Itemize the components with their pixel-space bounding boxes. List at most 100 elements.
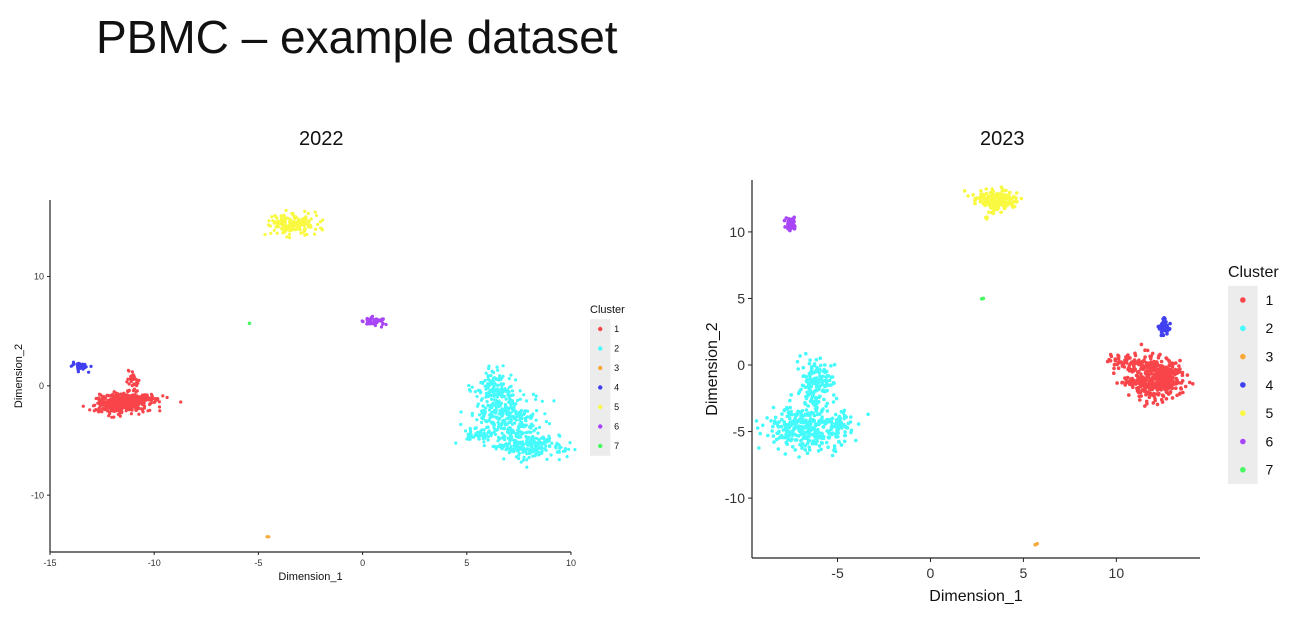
cluster-1-point <box>1108 359 1113 363</box>
cluster-1-point <box>116 392 120 396</box>
cluster-5-point <box>283 223 287 227</box>
cluster-2-point <box>528 424 532 429</box>
cluster-2-point <box>797 410 802 414</box>
cluster-5-point <box>296 224 300 228</box>
cluster-1-point <box>161 394 165 398</box>
cluster-2-point <box>811 439 816 443</box>
cluster-2-point <box>807 448 812 452</box>
cluster-2-point <box>795 359 800 364</box>
cluster-2-point <box>821 425 826 429</box>
cluster-2-point <box>813 429 818 433</box>
cluster-1-point <box>126 368 130 372</box>
legend-label-2: 2 <box>614 344 619 354</box>
cluster-2-point <box>754 419 759 423</box>
cluster-2-point <box>815 384 820 389</box>
cluster-2-point <box>519 408 524 413</box>
cluster-5-point <box>273 214 277 218</box>
cluster-1-point <box>126 396 130 400</box>
cluster-1-point <box>109 407 113 411</box>
x-tick-label: -5 <box>831 565 844 581</box>
cluster-2-point <box>800 409 805 413</box>
cluster-2-point <box>537 440 541 444</box>
legend-title: Cluster <box>1228 264 1279 281</box>
cluster-1-point <box>1171 379 1175 383</box>
cluster-2-point <box>567 447 571 451</box>
cluster-2-point <box>459 422 463 427</box>
cluster-1-point <box>1155 402 1160 407</box>
cluster-2-point <box>489 432 493 436</box>
legend-swatch-7 <box>1240 467 1246 473</box>
cluster-2-point <box>485 384 489 388</box>
cluster-1-point <box>1148 386 1152 391</box>
cluster-4-point <box>76 363 80 367</box>
cluster-5-point <box>974 196 979 200</box>
cluster-2-point <box>544 444 548 448</box>
cluster-2-point <box>500 383 504 388</box>
cluster-1-point <box>127 399 131 403</box>
cluster-2-point <box>798 442 802 447</box>
cluster-1-point <box>150 398 154 402</box>
cluster-1-point <box>1156 387 1160 392</box>
cluster-5-point <box>275 231 279 235</box>
cluster-2-point <box>520 432 524 436</box>
y-tick-label: -10 <box>31 490 44 500</box>
cluster-1-point <box>1116 366 1121 371</box>
cluster-1-point <box>1155 377 1160 381</box>
cluster-2-point <box>486 431 490 435</box>
cluster-2-point <box>755 426 760 430</box>
cluster-2-point <box>533 440 537 444</box>
cluster-2-point <box>843 430 847 434</box>
cluster-2-point <box>477 437 481 441</box>
cluster-2-point <box>512 415 517 420</box>
cluster-2-point <box>499 426 503 430</box>
cluster-2-point <box>507 377 511 381</box>
cluster-2-point <box>481 417 485 421</box>
cluster-2-point <box>520 413 524 417</box>
cluster-5-point <box>272 221 276 225</box>
cluster-2-point <box>529 416 534 420</box>
cluster-1-point <box>129 380 133 384</box>
cluster-5-point <box>289 218 293 222</box>
cluster-5-point <box>983 197 987 202</box>
cluster-2-point <box>469 435 473 439</box>
cluster-2-point <box>776 431 780 436</box>
cluster-1-point <box>1133 367 1138 372</box>
cluster-1-point <box>1126 353 1130 357</box>
cluster-2-point <box>522 455 526 459</box>
cluster-2-point <box>801 365 806 370</box>
cluster-2-point <box>495 389 499 393</box>
cluster-2-point <box>534 442 538 446</box>
cluster-2-point <box>531 454 535 458</box>
legend-swatch-2 <box>598 346 603 351</box>
cluster-2-point <box>797 455 801 459</box>
slide-title: PBMC – example dataset <box>96 11 618 63</box>
cluster-4-point <box>1163 317 1167 321</box>
cluster-5-point <box>983 203 987 208</box>
cluster-2-point <box>816 421 820 426</box>
cluster-5-point <box>999 185 1004 189</box>
cluster-2-point <box>766 433 770 438</box>
cluster-2-point <box>500 408 504 413</box>
cluster-2-point <box>545 457 549 461</box>
cluster-2-point <box>495 387 500 391</box>
cluster-2-point <box>782 420 787 424</box>
cluster-2-point <box>773 419 777 423</box>
y-axis-label: Dimension_2 <box>704 322 721 415</box>
cluster-2-point <box>511 401 515 405</box>
cluster-2-point <box>503 409 507 413</box>
cluster-5-point <box>299 231 303 235</box>
cluster-2-point <box>761 423 765 428</box>
cluster-2-point <box>499 401 504 405</box>
cluster-1-point <box>1135 373 1140 378</box>
cluster-2-point <box>545 437 549 441</box>
cluster-1-point <box>1171 362 1176 366</box>
cluster-1-point <box>1151 401 1156 405</box>
cluster-1-point <box>1115 381 1119 385</box>
cluster-1-point <box>1160 400 1165 404</box>
cluster-2-point <box>793 448 798 452</box>
cluster-2-point <box>487 366 491 371</box>
cluster-2-point <box>464 429 468 433</box>
cluster-1-point <box>144 395 148 399</box>
cluster-2-point <box>500 447 504 451</box>
cluster-2-point <box>559 445 563 449</box>
